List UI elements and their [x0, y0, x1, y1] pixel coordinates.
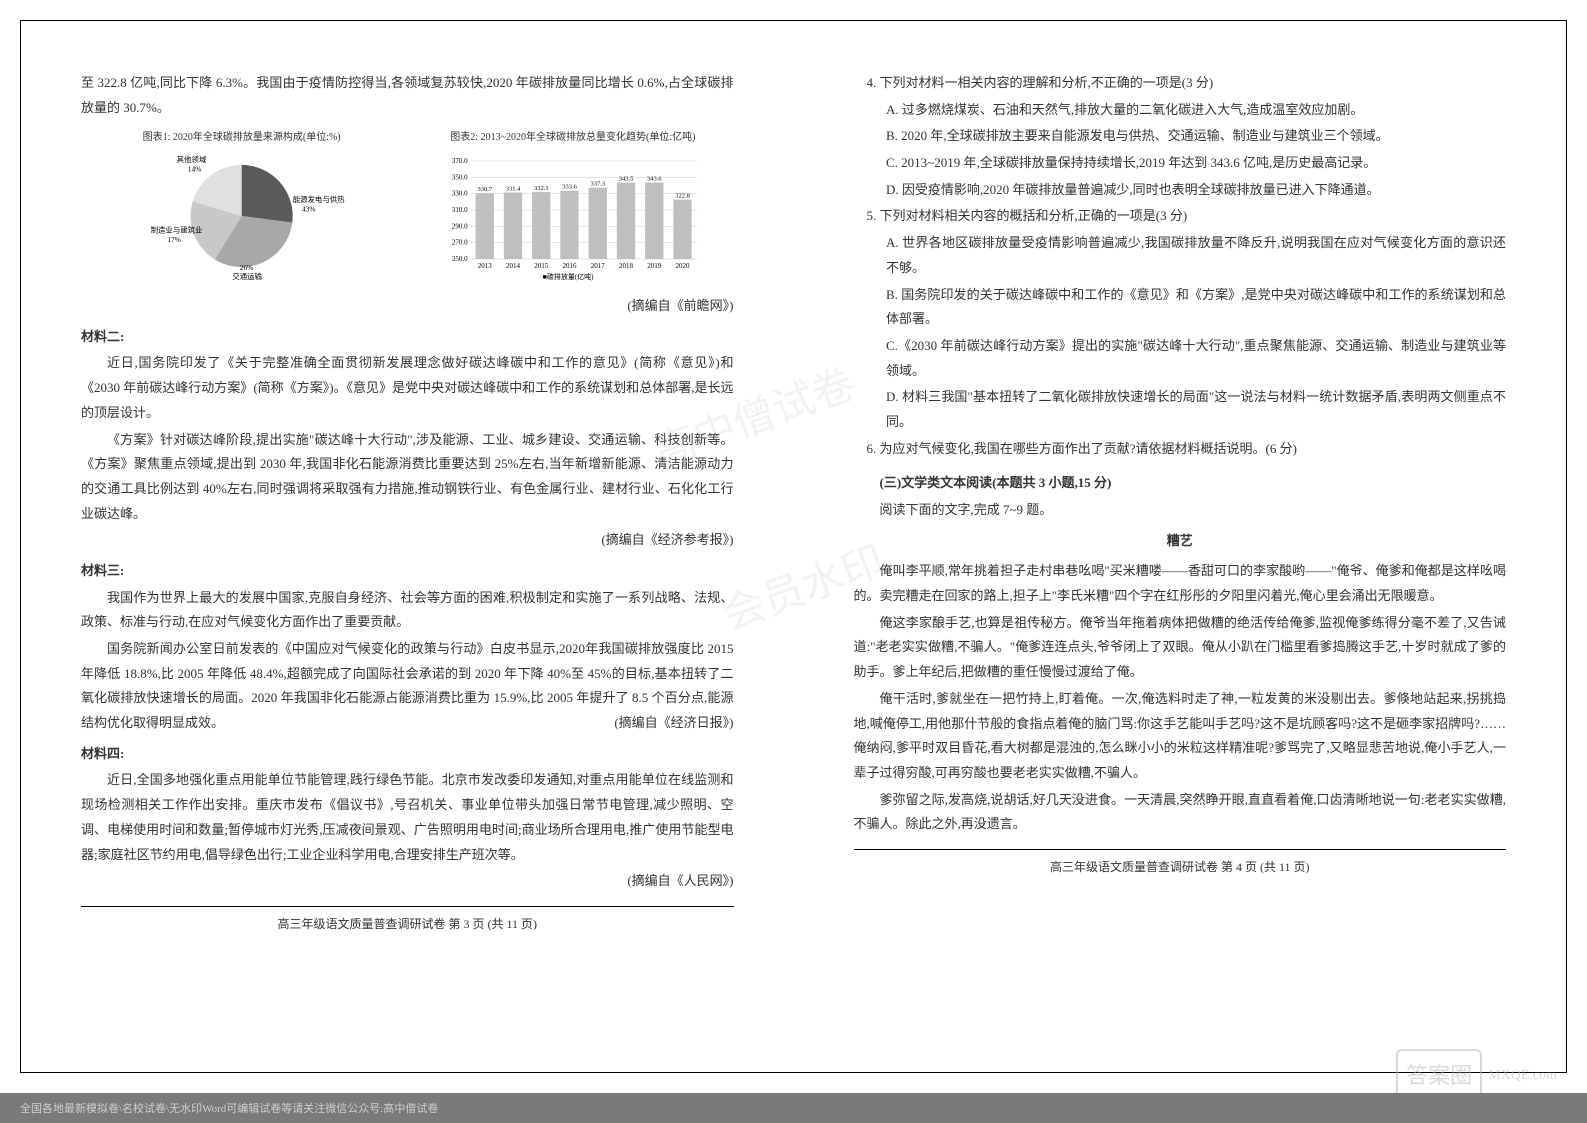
m4-heading: 材料四:: [81, 742, 734, 767]
svg-text:2013: 2013: [478, 262, 493, 270]
m2-p1: 近日,国务院印发了《关于完整准确全面贯彻新发展理念做好碳达峰碳中和工作的意见》(…: [81, 351, 734, 425]
lbl-transport-pct: 26%: [240, 263, 254, 272]
slice-power: [242, 165, 293, 223]
lbl-transport: 交通运输: [232, 272, 262, 282]
svg-text:370.0: 370.0: [452, 157, 468, 165]
svg-text:2017: 2017: [591, 262, 606, 270]
q4d: D. 因受疫情影响,2020 年碳排放量普遍减少,同时也表明全球碳排放量已进入下…: [854, 178, 1507, 203]
q4a: A. 过多燃烧煤炭、石油和天然气,排放大量的二氧化碳进入大气,造成温室效应加剧。: [854, 98, 1507, 123]
m2-heading: 材料二:: [81, 325, 734, 350]
svg-text:2015: 2015: [535, 262, 550, 270]
svg-text:270.0: 270.0: [452, 239, 468, 247]
svg-text:333.6: 333.6: [562, 184, 577, 191]
m4-p1: 近日,全国多地强化重点用能单位节能管理,践行绿色节能。北京市发改委印发通知,对重…: [81, 768, 734, 867]
q6: 6. 为应对气候变化,我国在哪些方面作出了贡献?请依据材料概括说明。(6 分): [854, 437, 1507, 462]
section3-sub: 阅读下面的文字,完成 7~9 题。: [854, 498, 1507, 523]
svg-text:322.8: 322.8: [675, 193, 690, 200]
intro-text: 至 322.8 亿吨,同比下降 6.3%。我国由于疫情防控得当,各领域复苏较快,…: [81, 71, 734, 120]
svg-text:343.5: 343.5: [619, 176, 634, 183]
svg-text:2016: 2016: [563, 262, 578, 270]
source4: (摘编自《人民网》): [81, 869, 734, 894]
bottom-bar-text: 全国各地最新模拟卷\名校试卷\无水印Word可编辑试卷等请关注微信公众号:高中僧…: [20, 1103, 438, 1115]
svg-text:330.7: 330.7: [478, 186, 493, 193]
bar-legend: ■碳排放量(亿吨): [543, 272, 595, 281]
source2: (摘编自《经济参考报》): [81, 528, 734, 553]
svg-text:343.6: 343.6: [647, 176, 662, 183]
bottom-bar: 全国各地最新模拟卷\名校试卷\无水印Word可编辑试卷等请关注微信公众号:高中僧…: [0, 1093, 1587, 1123]
q5b: B. 国务院印发的关于碳达峰碳中和工作的《意见》和《方案》,是党中央对碳达峰碳中…: [854, 283, 1507, 332]
lbl-other-pct: 14%: [188, 165, 202, 174]
svg-text:290.0: 290.0: [452, 223, 468, 231]
svg-text:2014: 2014: [506, 262, 521, 270]
q5: 5. 下列对材料相关内容的概括和分析,正确的一项是(3 分): [854, 204, 1507, 229]
m3-p2: 国务院新闻办公室日前发表的《中国应对气候变化的政策与行动》白皮书显示,2020年…: [81, 637, 734, 736]
page-border: 至 322.8 亿吨,同比下降 6.3%。我国由于疫情防控得当,各领域复苏较快,…: [20, 20, 1567, 1073]
footer-rule-right: [854, 849, 1507, 850]
m3-p1: 我国作为世界上最大的发展中国家,克服自身经济、社会等方面的困难,积极制定和实施了…: [81, 586, 734, 635]
q5a: A. 世界各地区碳排放量受疫情影响普遍减少,我国碳排放量不降反升,说明我国在应对…: [854, 231, 1507, 280]
m3-heading: 材料三:: [81, 559, 734, 584]
bar-chart-box: 图表2: 2013~2020年全球碳排放总量变化趋势(单位:亿吨) 250.02…: [412, 128, 733, 290]
svg-text:330.0: 330.0: [452, 190, 468, 198]
story-p3: 俺干活时,爹就坐在一把竹持上,盯着俺。一次,俺选料时走了神,一粒发黄的米没剔出去…: [854, 687, 1507, 786]
svg-text:250.0: 250.0: [452, 255, 468, 263]
lbl-manu-pct: 17%: [167, 235, 181, 244]
lbl-power: 能源发电与供热: [293, 194, 345, 204]
svg-text:2020: 2020: [676, 262, 691, 270]
svg-text:2018: 2018: [619, 262, 634, 270]
mxqe-text: MXQE.com: [1488, 1063, 1557, 1090]
svg-text:2019: 2019: [648, 262, 663, 270]
right-column: 4. 下列对材料一相关内容的理解和分析,不正确的一项是(3 分) A. 过多燃烧…: [794, 21, 1567, 1072]
lbl-other: 其他领域: [177, 155, 207, 165]
pie-chart-svg: 能源发电与供热 43% 交通运输 26% 制造业与建筑业 17% 其他领域 14…: [81, 151, 402, 281]
q4b: B. 2020 年,全球碳排放主要来自能源发电与供热、交通运输、制造业与建筑业三…: [854, 124, 1507, 149]
story-title: 糟艺: [854, 529, 1507, 554]
m2-p2: 《方案》针对碳达峰阶段,提出实施"碳达峰十大行动",涉及能源、工业、城乡建设、交…: [81, 428, 734, 527]
svg-text:310.0: 310.0: [452, 206, 468, 214]
q5d: D. 材料三我国"基本扭转了二氧化碳排放快速增长的局面"这一说法与材料一统计数据…: [854, 385, 1507, 434]
story-p1: 俺叫李平顺,常年挑着担子走村串巷吆喝"买米糟喽——香甜可口的李家酸哟——"俺爷、…: [854, 559, 1507, 608]
story-p4: 爹弥留之际,发高烧,说胡话,好几天没进食。一天清晨,突然睁开眼,直直看着俺,口齿…: [854, 788, 1507, 837]
footer-right: 高三年级语文质量普查调研试卷 第 4 页 (共 11 页): [854, 856, 1507, 879]
svg-text:337.3: 337.3: [591, 181, 606, 188]
lbl-power-pct: 43%: [302, 205, 316, 214]
q4c: C. 2013~2019 年,全球碳排放量保持持续增长,2019 年达到 343…: [854, 151, 1507, 176]
lbl-manu: 制造业与建筑业: [151, 225, 203, 235]
svg-text:350.0: 350.0: [452, 174, 468, 182]
story-p2: 俺这李家酿手艺,也算是祖传秘方。俺爷当年拖着病体把做糟的绝活传给俺爹,监视俺爹练…: [854, 611, 1507, 685]
chart2-title: 图表2: 2013~2020年全球碳排放总量变化趋势(单位:亿吨): [412, 128, 733, 147]
section3-heading: (三)文学类文本阅读(本题共 3 小题,15 分): [854, 471, 1507, 496]
bar-chart-svg: 250.0 270.0 290.0 310.0 330.0 350.0 370.0 330.…: [412, 151, 733, 281]
svg-text:331.4: 331.4: [506, 186, 521, 193]
charts-row: 图表1: 2020年全球碳排放量来源构成(单位:%) 能源发电与供热 43% 交…: [81, 128, 734, 290]
pie-chart-box: 图表1: 2020年全球碳排放量来源构成(单位:%) 能源发电与供热 43% 交…: [81, 128, 402, 290]
q5c: C.《2030 年前碳达峰行动方案》提出的实施"碳达峰十大行动",重点聚焦能源、…: [854, 334, 1507, 383]
svg-text:332.1: 332.1: [534, 185, 549, 192]
source1: (摘编自《前瞻网》): [81, 294, 734, 319]
source3: (摘编自《经济日报》): [588, 711, 733, 736]
footer-rule-left: [81, 906, 734, 907]
q4: 4. 下列对材料一相关内容的理解和分析,不正确的一项是(3 分): [854, 71, 1507, 96]
left-column: 至 322.8 亿吨,同比下降 6.3%。我国由于疫情防控得当,各领域复苏较快,…: [21, 21, 794, 1072]
chart1-title: 图表1: 2020年全球碳排放量来源构成(单位:%): [81, 128, 402, 147]
footer-left: 高三年级语文质量普查调研试卷 第 3 页 (共 11 页): [81, 913, 734, 936]
